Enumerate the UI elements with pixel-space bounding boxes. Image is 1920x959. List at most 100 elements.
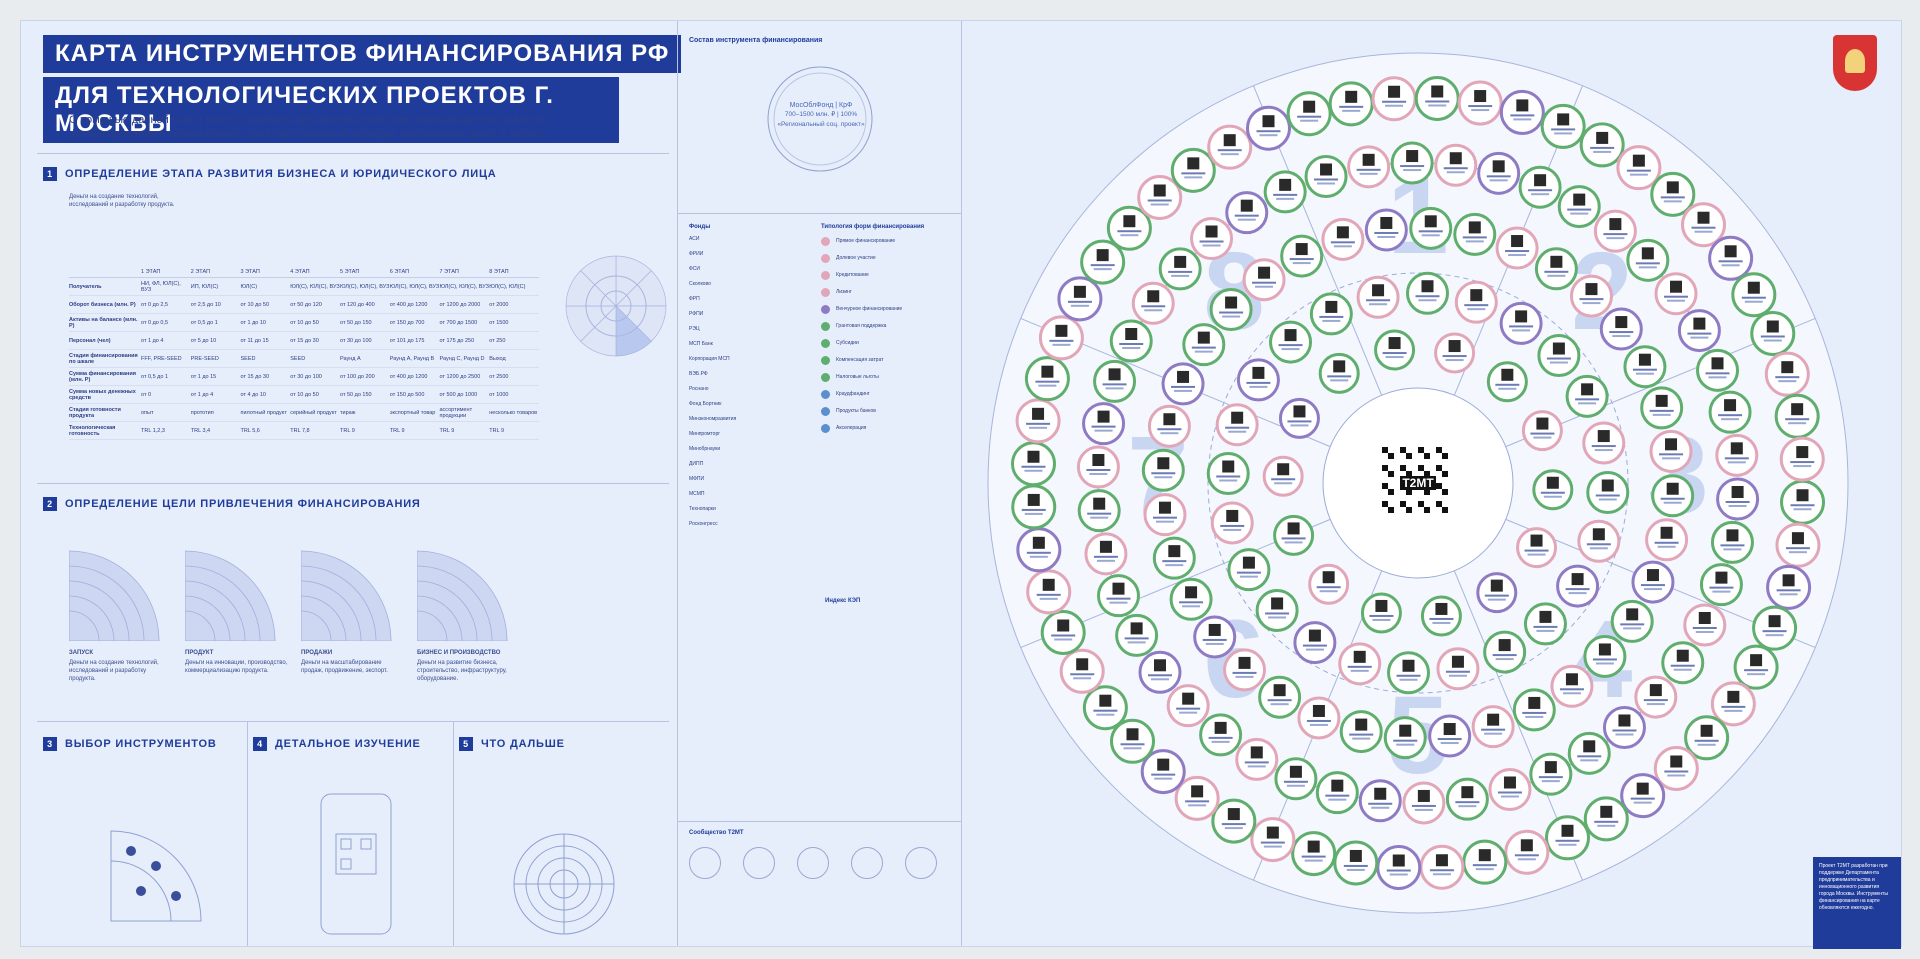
table-header-cell: 6 ЭТАП	[389, 269, 410, 275]
badge-text-line	[1096, 559, 1115, 562]
instrument-badge	[1499, 301, 1543, 345]
table-cell: TRL 5,6	[240, 427, 260, 434]
instrument-badge	[1242, 258, 1286, 302]
poster-sheet: КАРТА ИНСТРУМЕНТОВ ФИНАНСИРОВАНИЯ РФ ДЛЯ…	[20, 20, 1902, 949]
table-cell: от 0 до 2,5	[141, 301, 169, 308]
badge-qr-icon	[1573, 193, 1586, 206]
instrument-badge	[1269, 320, 1313, 364]
badge-text-line	[1497, 791, 1522, 794]
badge-text-line	[1352, 737, 1371, 740]
instrument-badge	[1780, 479, 1826, 525]
badge-qr-icon	[1055, 324, 1068, 337]
badge-text-line	[1788, 422, 1807, 425]
badge-text-line	[1577, 755, 1602, 758]
badge-text-line	[1265, 612, 1290, 615]
instrument-badge	[1579, 122, 1625, 168]
table-row: Стадия готовности продукта опыт прототип пи…	[69, 404, 539, 422]
instrument-badge	[1371, 76, 1417, 122]
badge-qr-icon	[1503, 776, 1516, 789]
badge-text-line	[1567, 208, 1592, 211]
service-icon[interactable]	[743, 847, 775, 879]
badge-text-line	[1612, 729, 1637, 732]
badge-text-line	[1654, 541, 1679, 544]
section-1-caption: Деньги на создание технологий, исследова…	[69, 194, 175, 208]
badge-text-line	[1371, 806, 1390, 809]
badge-text-line	[1589, 547, 1608, 550]
instrument-badge	[1649, 429, 1693, 473]
badge-text-line	[1586, 543, 1611, 546]
table-cell: TRL 9	[489, 427, 505, 434]
badge-text-line	[1096, 713, 1115, 716]
badge-qr-icon	[1747, 281, 1760, 294]
stage-pie-diagram	[565, 255, 667, 357]
service-icon[interactable]	[851, 847, 883, 879]
badge-text-line	[1263, 845, 1282, 848]
divider	[37, 483, 669, 484]
table-cell: от 0,5 до 1	[141, 373, 169, 380]
service-icon[interactable]	[689, 847, 721, 879]
badge-text-line	[1021, 508, 1046, 511]
badge-text-line	[1168, 270, 1193, 273]
badge-text-line	[1147, 674, 1172, 677]
badge-text-line	[1026, 422, 1051, 425]
badge-text-line	[1785, 418, 1810, 421]
badge-text-line	[1067, 300, 1092, 303]
stage-table: 1 ЭТАП 2 ЭТАП 3 ЭТАП 4 ЭТАП 5 ЭТАП 6 ЭТАП 7 ЭТ…	[69, 269, 539, 440]
instrument-badge	[1523, 602, 1567, 646]
badge-qr-icon	[1520, 839, 1533, 852]
table-header-cell: 7 ЭТАП	[439, 269, 459, 275]
instrument-badge	[1405, 271, 1449, 315]
badge-text-line	[1181, 172, 1206, 175]
badge-qr-icon	[1781, 361, 1794, 374]
badge-text-line	[1091, 425, 1116, 428]
typology-item: Кредитование	[821, 271, 957, 280]
table-cell: от 50 до 150	[340, 391, 372, 398]
badge-text-line	[1171, 274, 1190, 277]
badge-text-line	[1694, 739, 1719, 742]
instrument-badge	[1708, 235, 1754, 281]
instrument-badge	[1779, 436, 1825, 482]
badge-qr-icon	[1242, 556, 1255, 569]
instrument-badge	[1328, 81, 1374, 127]
instrument-badge	[1166, 684, 1210, 728]
instrument-badge	[1339, 710, 1383, 754]
fund-item: Минобрнауки	[689, 446, 721, 452]
badge-qr-icon	[1666, 482, 1679, 495]
badge-qr-icon	[1185, 586, 1198, 599]
badge-text-line	[1179, 711, 1198, 714]
badge-qr-icon	[1636, 782, 1649, 795]
badge-qr-icon	[1655, 394, 1668, 407]
badge-text-line	[1385, 104, 1404, 107]
badge-text-line	[1429, 617, 1454, 620]
badge-qr-icon	[1388, 337, 1401, 350]
badge-text-line	[1718, 260, 1743, 263]
badge-text-line	[1029, 555, 1048, 558]
badge-qr-icon	[1108, 368, 1121, 381]
typology-item: Продукты банков	[821, 407, 957, 416]
section-2-head: 2 ОПРЕДЕЛЕНИЕ ЦЕЛИ ПРИВЛЕЧЕНИЯ ФИНАНСИРО…	[43, 497, 421, 511]
info-box: Проект T2MT разработан при поддержке Деп…	[1813, 857, 1901, 949]
instrument-badge	[1512, 688, 1556, 732]
badge-text-line	[1695, 630, 1714, 633]
qr-cell	[1418, 501, 1424, 507]
typology-label: Грантовая поддержка	[836, 323, 887, 329]
instrument-badge	[1715, 433, 1759, 477]
badge-text-line	[1443, 167, 1468, 170]
service-icon[interactable]	[905, 847, 937, 879]
instrument-badge	[1733, 644, 1779, 690]
service-icon[interactable]	[797, 847, 829, 879]
table-cell: от 1200 до 2500	[439, 373, 481, 380]
table-cell: Раунд A, Раунд B	[389, 355, 435, 362]
instrument-badge	[1010, 441, 1056, 487]
badge-qr-icon	[1076, 658, 1089, 671]
badge-text-line	[1342, 109, 1361, 112]
badge-text-line	[1500, 795, 1519, 798]
badge-qr-icon	[1592, 528, 1605, 541]
instrument-badge	[1537, 334, 1581, 378]
instrument-badge	[1236, 358, 1280, 402]
badge-text-line	[1160, 432, 1179, 435]
instrument-badge	[1661, 641, 1705, 685]
badge-text-line	[1667, 774, 1686, 777]
badge-text-line	[1093, 268, 1112, 271]
instrument-badge	[1462, 839, 1508, 885]
